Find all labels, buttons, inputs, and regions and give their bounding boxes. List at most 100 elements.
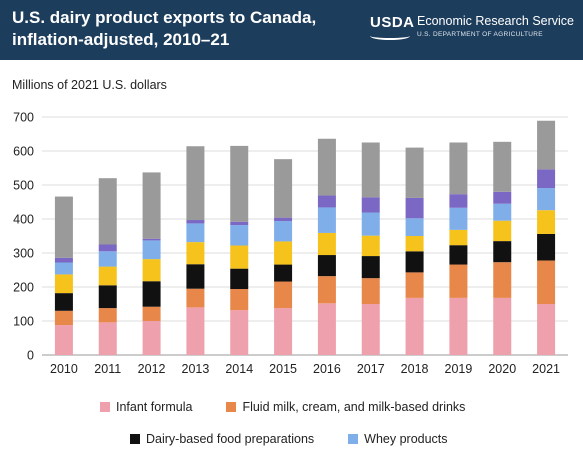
bar-segment-s4 xyxy=(405,236,424,252)
x-tick-label: 2019 xyxy=(445,362,473,376)
legend-label-fluid-milk: Fluid milk, cream, and milk-based drinks xyxy=(242,400,466,414)
bar-segment-s7 xyxy=(98,178,117,245)
bar-segment-s7 xyxy=(493,141,512,192)
chart-title: U.S. dairy product exports to Canada, in… xyxy=(12,7,316,51)
bar-segment-s7 xyxy=(54,196,73,258)
header-banner: U.S. dairy product exports to Canada, in… xyxy=(0,0,583,60)
bar-segment-s1 xyxy=(230,310,249,355)
bar-segment-s6 xyxy=(98,244,117,252)
bar-segment-s6 xyxy=(54,257,73,263)
bar-segment-s1 xyxy=(537,304,556,355)
y-tick-label: 200 xyxy=(13,281,34,295)
bar-segment-s4 xyxy=(537,210,556,234)
bar-segment-s6 xyxy=(274,217,293,222)
bar-segment-s5 xyxy=(274,221,293,242)
bar-segment-s2 xyxy=(230,289,249,311)
bar-segment-s4 xyxy=(186,242,205,265)
bar-segment-s2 xyxy=(449,264,468,298)
x-tick-label: 2017 xyxy=(357,362,385,376)
usda-logo: USDA xyxy=(370,14,415,31)
bar-segment-s7 xyxy=(186,146,205,221)
bar-segment-s6 xyxy=(142,238,161,241)
bar-segment-s4 xyxy=(142,259,161,282)
legend-row-2: Dairy-based food preparations Whey produ… xyxy=(130,432,448,446)
bar-segment-s5 xyxy=(54,262,73,275)
bar-segment-s5 xyxy=(317,207,336,233)
bar-segment-s3 xyxy=(54,293,73,311)
bar-segment-s2 xyxy=(142,306,161,321)
bar-segment-s2 xyxy=(361,278,380,304)
bar-segment-s3 xyxy=(405,251,424,273)
bar-segment-s7 xyxy=(230,145,249,222)
bar-segment-s3 xyxy=(274,264,293,282)
bar-segment-s4 xyxy=(54,274,73,294)
bar-segment-s4 xyxy=(361,235,380,257)
ers-name: Economic Research Service xyxy=(417,14,575,28)
y-tick-label: 0 xyxy=(27,349,34,363)
bar-segment-s2 xyxy=(317,276,336,304)
bar-segment-s4 xyxy=(230,245,249,269)
bar-segment-s4 xyxy=(317,232,336,256)
y-axis-label: Millions of 2021 U.S. dollars xyxy=(12,78,167,92)
bar-segment-s2 xyxy=(274,281,293,309)
bar-segment-s5 xyxy=(361,212,380,236)
legend-label-dairy-food-prep: Dairy-based food preparations xyxy=(146,432,315,446)
bar-segment-s3 xyxy=(230,268,249,290)
bar-segment-s5 xyxy=(405,218,424,236)
bar-segment-s1 xyxy=(317,303,336,355)
chart-title-line-1: U.S. dairy product exports to Canada, xyxy=(12,8,317,27)
bar-segment-s2 xyxy=(54,310,73,326)
x-tick-label: 2011 xyxy=(94,362,121,376)
bar-segment-s6 xyxy=(230,221,249,226)
x-tick-label: 2012 xyxy=(138,362,166,376)
x-tick-label: 2018 xyxy=(401,362,429,376)
bar-segment-s1 xyxy=(405,297,424,355)
bar-segment-s1 xyxy=(274,308,293,355)
bar-segment-s4 xyxy=(449,229,468,246)
bar-segment-s1 xyxy=(186,307,205,355)
x-tick-label: 2010 xyxy=(50,362,78,376)
bar-segment-s4 xyxy=(274,241,293,265)
x-tick-label: 2015 xyxy=(269,362,297,376)
bar-segment-s5 xyxy=(449,207,468,230)
bar-segment-s6 xyxy=(186,220,205,224)
bar-segment-s1 xyxy=(142,321,161,355)
bar-segment-s1 xyxy=(493,297,512,355)
bar-segment-s5 xyxy=(493,203,512,221)
bar-segment-s5 xyxy=(142,240,161,260)
bar-segment-s4 xyxy=(493,220,512,242)
bar-segment-s1 xyxy=(449,297,468,355)
chart-title-line-2: inflation-adjusted, 2010–21 xyxy=(12,30,230,49)
bar-segment-s3 xyxy=(449,245,468,265)
bar-segment-s6 xyxy=(361,197,380,213)
bar-segment-s3 xyxy=(361,256,380,279)
bar-segment-s6 xyxy=(405,197,424,219)
legend-swatch-whey xyxy=(348,434,359,444)
bar-segment-s6 xyxy=(537,169,556,189)
department-name: U.S. DEPARTMENT OF AGRICULTURE xyxy=(417,31,543,38)
bar-segment-s7 xyxy=(317,138,336,196)
bar-segment-s6 xyxy=(493,191,512,204)
bar-segment-s1 xyxy=(54,325,73,355)
bar-segment-s7 xyxy=(449,142,468,195)
bar-segment-s7 xyxy=(274,159,293,218)
bar-segment-s1 xyxy=(361,304,380,355)
y-tick-label: 300 xyxy=(13,247,34,261)
bar-segment-s5 xyxy=(230,225,249,246)
bar-segment-s3 xyxy=(317,255,336,277)
bar-segment-s3 xyxy=(186,264,205,289)
bar-segment-s6 xyxy=(449,194,468,208)
bar-segment-s7 xyxy=(405,147,424,198)
bar-segment-s3 xyxy=(493,241,512,263)
bar-segment-s7 xyxy=(142,172,161,239)
bar-segment-s2 xyxy=(537,260,556,304)
legend-label-whey: Whey products xyxy=(364,432,448,446)
x-tick-label: 2013 xyxy=(182,362,210,376)
bar-segment-s2 xyxy=(186,288,205,308)
bar-segment-s7 xyxy=(537,120,556,170)
y-tick-label: 600 xyxy=(13,145,34,159)
bar-segment-s5 xyxy=(186,223,205,243)
y-tick-label: 400 xyxy=(13,213,34,227)
legend-swatch-dairy-food-prep xyxy=(130,434,140,444)
bar-segment-s3 xyxy=(537,233,556,261)
